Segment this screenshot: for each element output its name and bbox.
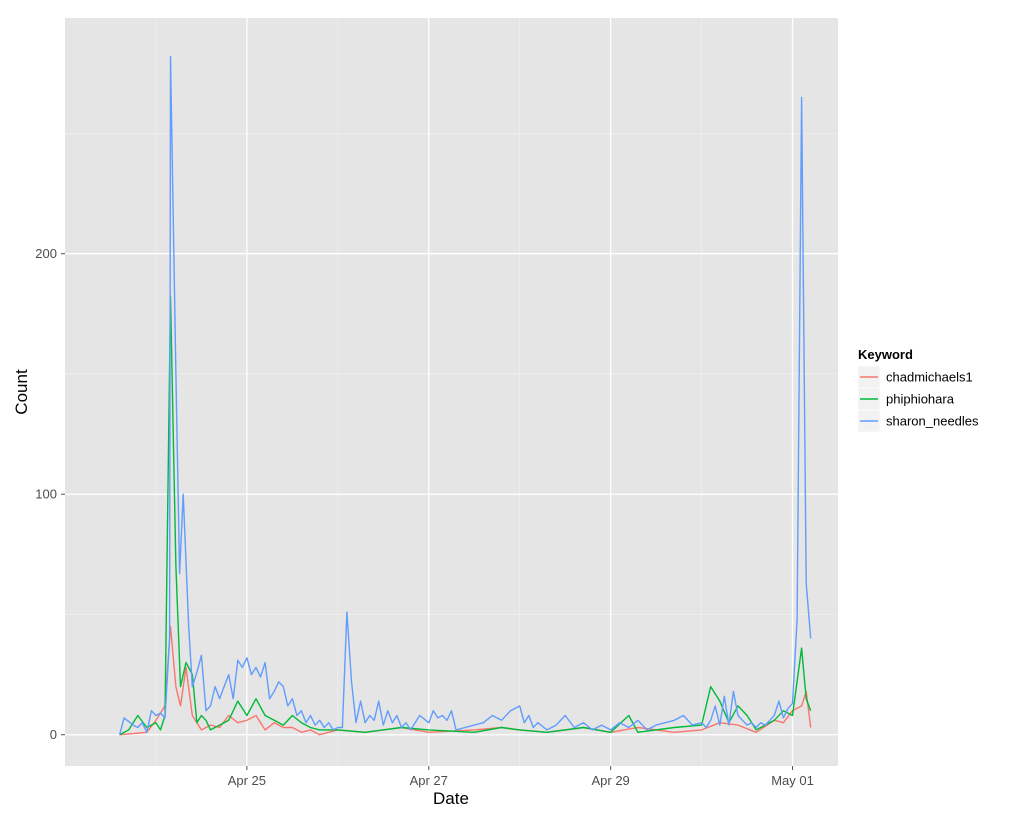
y-tick-label: 0 <box>50 727 57 742</box>
minor-gridlines <box>65 18 838 766</box>
y-axis-title: Count <box>12 369 31 415</box>
x-axis-ticks: Apr 25 Apr 27 Apr 29 May 01 <box>228 766 814 788</box>
series-line-phiphiohara <box>119 296 812 736</box>
legend-label: sharon_needles <box>886 414 979 429</box>
x-tick-label: May 01 <box>771 773 814 788</box>
legend-label: chadmichaels1 <box>886 370 973 385</box>
legend-label: phiphiohara <box>886 392 955 407</box>
major-gridlines <box>65 18 838 766</box>
x-tick-label: Apr 29 <box>591 773 629 788</box>
legend: Keyword chadmichaels1 phiphiohara sharon_n… <box>857 347 979 433</box>
x-tick-label: Apr 27 <box>410 773 448 788</box>
y-tick-label: 100 <box>35 487 57 502</box>
x-tick-label: Apr 25 <box>228 773 266 788</box>
series-lines <box>118 55 812 736</box>
series-line-chadmichaels1 <box>119 625 812 736</box>
y-axis-ticks: 0 100 200 <box>35 246 65 742</box>
series-line-sharon_needles <box>118 55 812 735</box>
plot-panel <box>65 18 838 766</box>
legend-title: Keyword <box>858 347 913 362</box>
y-tick-label: 200 <box>35 246 57 261</box>
x-axis-title: Date <box>433 789 469 808</box>
